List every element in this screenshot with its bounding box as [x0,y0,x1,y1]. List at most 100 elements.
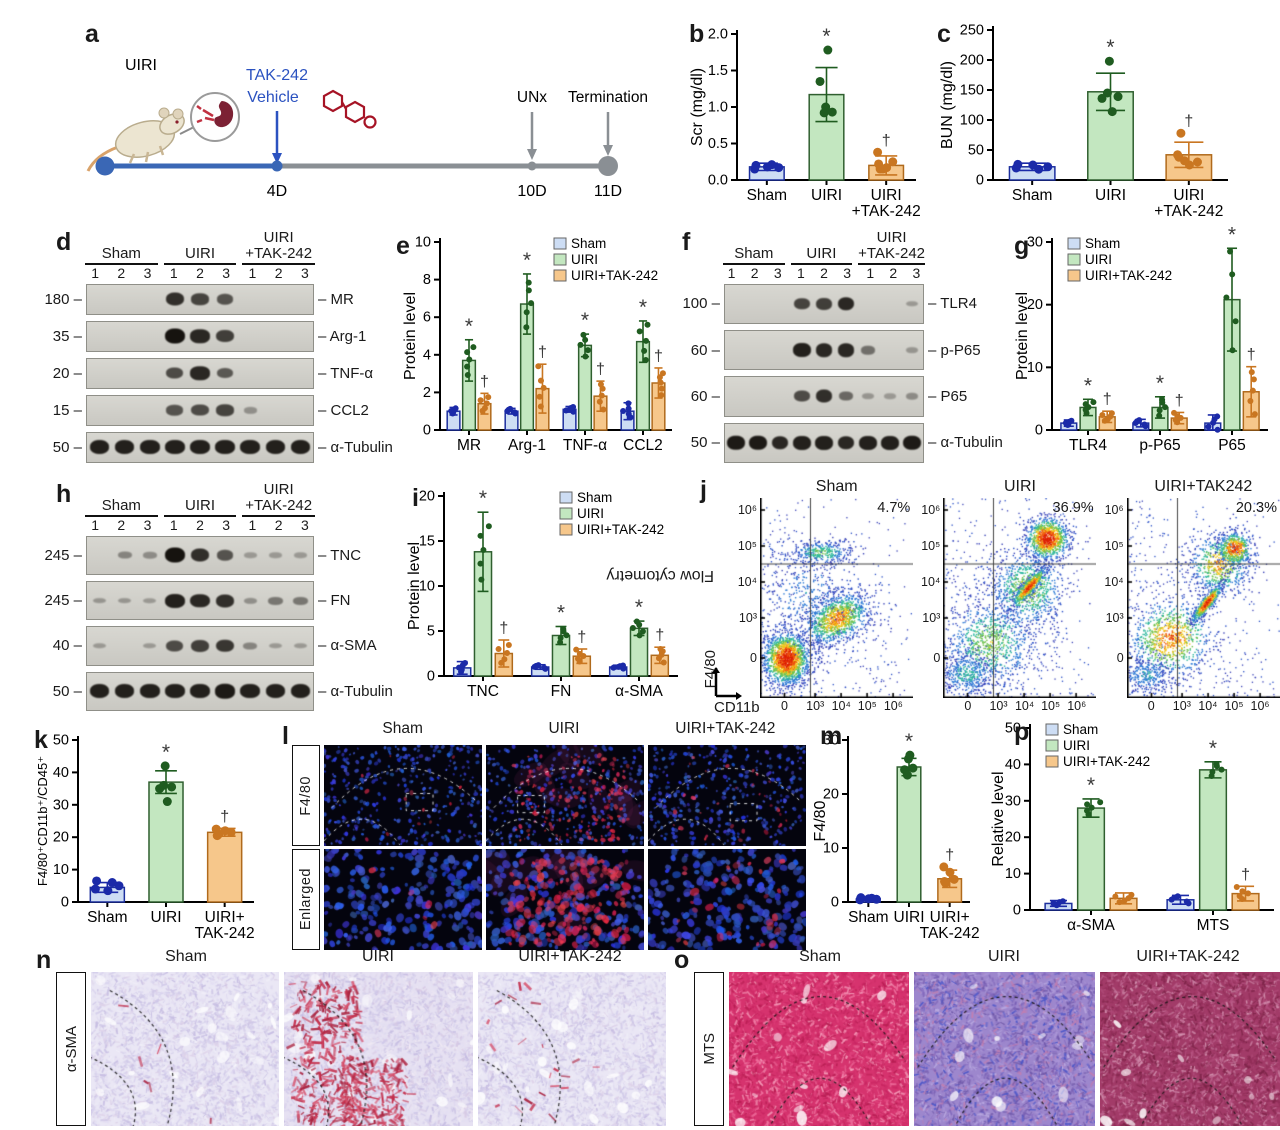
svg-text:*: * [1087,774,1095,797]
svg-text:UIRI: UIRI [894,909,925,926]
col-title-sham: Sham [382,720,423,737]
svg-text:150: 150 [960,83,984,99]
svg-text:0: 0 [1035,423,1043,439]
svg-text:Sham: Sham [747,187,788,204]
svg-text:Sham: Sham [1012,187,1052,204]
svg-text:1.5: 1.5 [708,63,728,79]
svg-text:TNF-α: TNF-α [563,437,607,454]
tak242-label: TAK-242 [246,67,308,84]
svg-text:†: † [654,348,663,365]
svg-text:UIRI: UIRI [571,252,598,267]
svg-text:α-SMA: α-SMA [615,683,663,700]
svg-text:MTS: MTS [1197,917,1230,934]
panel-k-chart: k 0 10 20 30 40 50 F4/80⁺CD11b⁺/CD45⁺ Sham UIRI *… [28,718,280,950]
western-blot-tlr4: Sham UIRI UIRI +TAK-242 1 2 3 1 2 3 1 2 3 100 – – TLR4… [678,230,1008,466]
vehicle-label: Vehicle [247,89,299,106]
axis-arrows-icon [712,667,742,700]
tak242-molecule-icon [322,89,377,129]
svg-text:30: 30 [1005,793,1021,809]
svg-text:Sham: Sham [571,236,606,251]
svg-text:*: * [1106,36,1114,59]
svg-text:0: 0 [423,423,431,439]
day4-label: 4D [267,183,287,200]
panel-j-flow-cytometry: j Flow cytometry F4/80 CD11b Sham 10⁶ [606,476,1280,716]
svg-text:*: * [1084,374,1092,397]
svg-text:20: 20 [823,787,839,803]
ihc-image-uiri-asma [284,972,473,1126]
svg-text:*: * [557,602,565,625]
gate-percentage: 4.7% [877,500,911,516]
flow-xticks: 0 10³ 10⁴ 10⁵ 10⁶ [1147,699,1270,713]
svg-text:10: 10 [419,579,435,595]
flow-xticks: 0 10³ 10⁴ 10⁵ 10⁶ [781,699,903,713]
svg-text:UIRI: UIRI [1085,252,1112,267]
panel-b-scr-chart: b 0.0 0.5 1.0 1.5 2.0 Scr (mg/dl) Sham UIRI * UIR… [683,14,930,226]
svg-text:30: 30 [1027,235,1043,251]
svg-text:Protein level: Protein level [402,292,419,380]
if-image-tak-f480 [648,745,806,846]
protein-level-chart-e: 0 2 4 6 8 10 Protein level MR * † Arg-1 * † TNF-α * † CC… [396,232,678,470]
unx-label: UNx [517,89,547,106]
svg-text:UIRI+: UIRI+ [205,909,245,926]
svg-text:200: 200 [960,53,984,69]
svg-text:4: 4 [423,347,431,363]
panel-p-chart: p 0 10 20 30 40 50 Relative level α-SMA * MTS * † Sh… [984,718,1280,950]
panel-label-j: j [700,476,707,504]
panel-label-a: a [85,20,99,48]
flow-title: Sham [815,478,858,495]
flow-title: UIRI [1003,478,1036,495]
panel-label-g: g [1014,232,1030,260]
svg-text:UIRI: UIRI [1173,187,1204,204]
western-blot-macrophage: Sham UIRI UIRI +TAK-242 1 2 3 1 2 3 1 2 3 180 – – MR 35… [40,230,398,466]
western-blot-fibrosis: Sham UIRI UIRI +TAK-242 1 2 3 1 2 3 1 2 3 245 – – TNC 2… [40,482,398,714]
flow-yticks: 10⁶ 10⁵ 10⁴ 10³ 0 [921,503,941,665]
svg-text:0: 0 [976,173,984,189]
svg-text:*: * [905,730,913,753]
unx-arrow [527,112,537,160]
histo-o-titles: Sham UIRI UIRI+TAK-242 [799,948,1240,965]
panel-c-bun-chart: c 0 50 100 150 200 250 BUN (mg/dl) Sham UIRI * UIR… [933,14,1280,226]
if-column-titles: Sham UIRI UIRI+TAK-242 [292,720,806,742]
panel-f-blot: f Sham UIRI UIRI +TAK-242 1 2 3 1 2 3 1 2 3 100 – – TL… [678,226,1008,466]
svg-text:TAK-242: TAK-242 [195,925,255,942]
svg-text:Relative level: Relative level [990,771,1007,866]
treatment-arrow [272,111,282,164]
svg-text:F4/80: F4/80 [812,800,829,841]
panel-label-p: p [1014,718,1030,746]
panel-o-histology-mts: o Sham UIRI UIRI+TAK-242 MTS [666,948,1280,1128]
svg-text:UIRI: UIRI [1063,738,1090,753]
svg-text:100: 100 [960,113,984,129]
flow-xticks: 0 10³ 10⁴ 10⁵ 10⁶ [964,699,1087,713]
svg-text:BUN (mg/dl): BUN (mg/dl) [939,61,956,149]
if-image-uiri-f480 [486,745,644,846]
svg-text:MR: MR [457,437,481,454]
svg-text:*: * [1156,372,1164,395]
svg-text:TNC: TNC [467,683,499,700]
svg-text:0: 0 [1013,903,1021,919]
svg-text:Arg-1: Arg-1 [508,437,546,454]
panel-label-c: c [937,20,951,48]
svg-text:50: 50 [1005,721,1021,737]
svg-text:†: † [220,808,229,825]
svg-text:50: 50 [968,143,984,159]
svg-text:0: 0 [427,669,435,685]
svg-text:TAK-242: TAK-242 [920,925,980,942]
svg-text:†: † [1175,392,1184,409]
kidney-magnifier-icon [179,92,240,142]
timeline-start-dot [95,156,115,176]
mts-image-uiri [914,972,1095,1126]
if-image-sham-enlarged [324,849,482,950]
panel-label-k: k [34,726,48,754]
svg-text:*: * [523,249,531,272]
svg-text:†: † [1184,113,1193,130]
svg-text:10: 10 [823,841,839,857]
svg-text:+TAK-242: +TAK-242 [1154,203,1223,220]
termination-arrow [603,112,613,156]
svg-text:†: † [655,627,664,644]
mts-image-sham [729,972,910,1126]
svg-text:†: † [596,361,605,378]
svg-text:15: 15 [419,534,435,550]
flow-yticks: 10⁶ 10⁵ 10⁴ 10³ 0 [737,503,757,665]
ihc-image-sham-asma [91,972,280,1126]
